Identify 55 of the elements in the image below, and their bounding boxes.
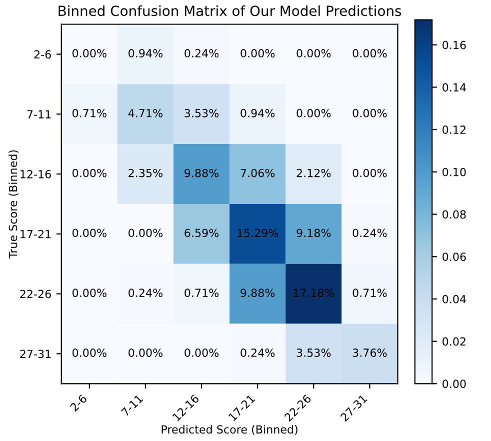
data-label: 0.94% <box>240 108 275 118</box>
data-label: 0.24% <box>184 49 219 58</box>
data-label: 0.00% <box>352 108 387 118</box>
data-label: 9.18% <box>296 228 331 238</box>
color-bar-label: 0.14 <box>442 83 466 92</box>
data-label: 0.71% <box>184 288 219 298</box>
data-label: 0.00% <box>72 348 106 357</box>
data-label: 0.94% <box>128 49 162 58</box>
color-bar-label: 0.06 <box>442 252 466 261</box>
data-label: 0.00% <box>72 288 106 298</box>
y-tick-label: 2-6 <box>34 50 51 59</box>
data-label: 0.00% <box>240 49 275 58</box>
data-label: 7.06% <box>240 168 275 178</box>
data-label: 3.76% <box>352 348 387 357</box>
data-label: 3.53% <box>184 108 219 118</box>
data-label: 2.12% <box>296 168 331 178</box>
color-bar-label: 0.04 <box>442 294 466 304</box>
color-bar-label: 0.10 <box>442 168 466 176</box>
y-tick-label: 7-11 <box>27 110 51 118</box>
color-bar-label: 0.08 <box>442 210 466 219</box>
y-tick-label: 17-21 <box>20 230 51 238</box>
data-label: 0.00% <box>296 49 331 58</box>
data-label: 0.24% <box>240 348 275 357</box>
data-label: 0.24% <box>352 228 387 238</box>
data-label: 0.00% <box>72 49 106 58</box>
x-axis-title: Predicted Score (Binned) <box>162 425 298 435</box>
y-axis-title: True Score (Binned) <box>8 150 18 259</box>
data-label: 4.71% <box>128 108 162 118</box>
color-bar-label: 0.00 <box>442 380 466 388</box>
data-label: 0.00% <box>296 108 331 118</box>
y-tick-label: 12-16 <box>20 170 51 178</box>
color-bar-label: 0.16 <box>442 40 466 50</box>
data-label: 0.00% <box>72 168 106 178</box>
data-label: 0.71% <box>72 108 106 118</box>
data-label: 9.88% <box>240 288 275 298</box>
data-label: 0.71% <box>352 288 387 298</box>
color-bar-label: 0.12 <box>442 126 466 134</box>
y-tick-label: 27-31 <box>20 350 51 358</box>
x-tick-label: 2-6 <box>70 394 88 412</box>
data-label: 15.29% <box>238 228 278 238</box>
data-label: 3.53% <box>296 348 331 357</box>
color-bar-label: 0.02 <box>442 337 466 346</box>
data-label: 0.00% <box>184 348 219 357</box>
data-label: 0.00% <box>72 228 106 238</box>
data-label: 0.00% <box>352 49 387 58</box>
data-label: 0.00% <box>128 228 162 238</box>
y-tick-label: 22-26 <box>20 290 51 298</box>
data-label: 2.35% <box>128 168 162 178</box>
data-label: 17.18% <box>294 288 334 298</box>
data-label: 0.24% <box>128 288 162 298</box>
data-label: 0.00% <box>128 348 162 357</box>
data-label: 0.00% <box>352 168 387 178</box>
data-label: 9.88% <box>184 168 219 178</box>
chart-title: Binned Confusion Matrix of Our Model Predictions <box>58 5 402 16</box>
data-label: 6.59% <box>184 228 219 238</box>
